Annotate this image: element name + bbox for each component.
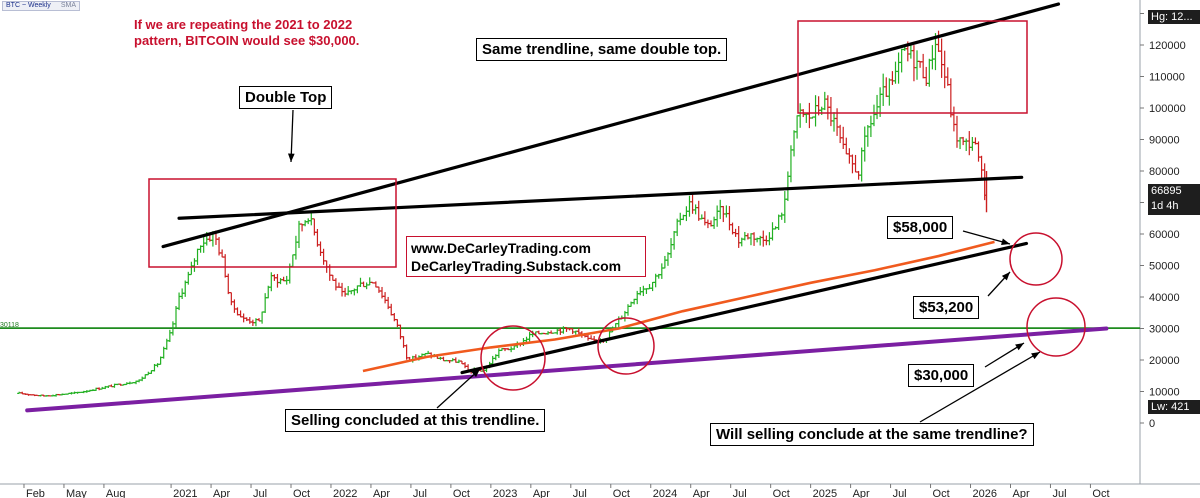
x-tick-label: Jul (253, 488, 267, 498)
will-selling-callout: Will selling conclude at the same trendl… (710, 423, 1034, 446)
y-tick-label: 110000 (1149, 72, 1185, 84)
x-tick-label: Jul (573, 488, 587, 498)
x-tick-label: Apr (373, 488, 390, 498)
circle-target-30000 (1026, 297, 1086, 357)
y-tick-label: 100000 (1149, 103, 1186, 115)
x-tick-label: Oct (773, 488, 790, 498)
double-top-box-2025 (797, 20, 1028, 114)
double-top-box-2021 (148, 178, 397, 268)
y-tick-label: 40000 (1149, 292, 1180, 304)
x-tick-label: Apr (853, 488, 870, 498)
y-tick-label: 0 (1149, 418, 1155, 430)
last-price-badge: 66895 1d 4h (1148, 184, 1200, 215)
x-tick-label: Jul (1052, 488, 1066, 498)
same-trendline-callout: Same trendline, same double top. (476, 38, 728, 61)
trendline-lower (460, 241, 1029, 375)
red-note-line-1: If we are repeating the 2021 to 2022 (134, 17, 353, 32)
low-label: Lw: 421 (1148, 400, 1200, 414)
trendline-support (25, 326, 1109, 413)
target-30000-callout: $30,000 (908, 364, 975, 387)
high-label: Hg: 12... (1148, 10, 1200, 24)
arrow-selling-concluded (436, 368, 481, 409)
circle-target-58000 (1009, 232, 1063, 286)
x-tick-label: Apr (213, 488, 230, 498)
arrow-will-selling-head (1031, 352, 1040, 360)
x-tick-label: 2025 (813, 488, 837, 498)
arrow-selling-concluded-head (471, 369, 480, 378)
website-line-1: www.DeCarleyTrading.com (411, 240, 591, 256)
x-tick-label: Apr (693, 488, 710, 498)
y-tick-label: 20000 (1149, 355, 1180, 367)
x-tick-label: Oct (1092, 488, 1109, 498)
target-58000-callout: $58,000 (887, 216, 954, 239)
x-tick-label: Apr (533, 488, 550, 498)
y-tick-label: 80000 (1149, 166, 1180, 178)
circle-2022-low (480, 325, 546, 391)
y-tick-label: 10000 (1149, 387, 1180, 399)
arrow-will-selling (919, 351, 1041, 423)
symbol-tag[interactable]: BTC ~ Weekly SMA (2, 1, 80, 11)
last-price-value: 66895 (1151, 185, 1182, 197)
website-line-2: DeCarleyTrading.Substack.com (411, 258, 622, 274)
website-box: www.DeCarleyTrading.com DeCarleyTrading.… (406, 236, 646, 277)
arrow-double-top-head (287, 153, 295, 162)
x-tick-label: Oct (613, 488, 630, 498)
indicator-label: SMA (60, 2, 76, 9)
sma-line (362, 240, 995, 373)
y-tick-label: 90000 (1149, 135, 1180, 147)
x-tick-label: 2023 (493, 488, 517, 498)
selling-concluded-callout: Selling concluded at this trendline. (285, 409, 546, 432)
arrow-53200-head (1001, 272, 1010, 281)
x-tick-label: Oct (293, 488, 310, 498)
last-price-interval: 1d 4h (1151, 200, 1179, 212)
x-tick-label: Jul (733, 488, 747, 498)
y-tick-label: 60000 (1149, 229, 1180, 241)
symbol-label: BTC ~ Weekly (6, 2, 51, 9)
x-tick-label: 2022 (333, 488, 357, 498)
y-tick-label: 30000 (1149, 324, 1180, 336)
trendline-middle (177, 175, 1024, 220)
trendline-upper (161, 2, 1061, 249)
x-tick-label: 2024 (653, 488, 677, 498)
double-top-callout: Double Top (239, 86, 333, 109)
arrow-58000-head (1001, 238, 1010, 245)
x-tick-label: 2026 (973, 488, 997, 498)
target-53200-callout: $53,200 (913, 296, 980, 319)
arrow-double-top (290, 109, 294, 163)
hline-value-label: 30118 (0, 322, 19, 329)
arrow-30000-head (1015, 343, 1024, 351)
red-pattern-note: If we are repeating the 2021 to 2022 pat… (134, 17, 360, 49)
circle-2023 (597, 317, 655, 375)
x-tick-label: May (66, 488, 87, 498)
x-tick-label: Feb (26, 488, 45, 498)
x-tick-label: Jul (893, 488, 907, 498)
y-tick-label: 50000 (1149, 261, 1180, 273)
red-note-line-2: pattern, BITCOIN would see $30,000. (134, 33, 360, 48)
x-tick-label: Aug (106, 488, 126, 498)
x-tick-label: 2021 (173, 488, 197, 498)
x-tick-label: Jul (413, 488, 427, 498)
x-tick-label: Apr (1012, 488, 1029, 498)
x-tick-label: Oct (933, 488, 950, 498)
x-tick-label: Oct (453, 488, 470, 498)
y-tick-label: 120000 (1149, 40, 1186, 52)
